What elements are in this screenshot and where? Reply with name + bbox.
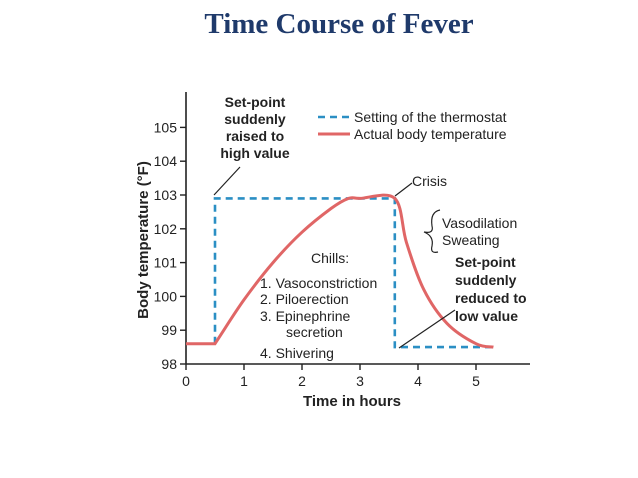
annotation-setpoint-raised: raised to: [226, 128, 284, 144]
annotation-setpoint-raised: suddenly: [224, 111, 286, 127]
series-layer: [186, 193, 494, 349]
y-tick-label: 100: [154, 288, 178, 304]
annotation-vasodilation: Vasodilation: [442, 215, 517, 231]
annotation-chills-item: secretion: [286, 324, 343, 340]
y-tick-label: 103: [154, 187, 178, 203]
y-axis-label: Body temperature (°F): [135, 161, 152, 319]
y-tick-label: 98: [161, 356, 177, 372]
legend-label-body-temperature: Actual body temperature: [354, 126, 507, 142]
annotation-crisis: Crisis: [412, 173, 447, 189]
x-tick-label: 3: [356, 373, 364, 389]
annotation-setpoint-reduced: low value: [455, 308, 518, 324]
annotation-setpoint-reduced: reduced to: [455, 290, 527, 306]
annotation-chills-item: 3. Epinephrine: [260, 308, 351, 324]
y-tick-label: 99: [161, 322, 177, 338]
annotation-chills-item: 1. Vasoconstriction: [260, 275, 377, 291]
pointer-setpoint-raised: [213, 166, 241, 196]
annotation-setpoint-reduced: suddenly: [455, 272, 517, 288]
legend-label-thermostat: Setting of the thermostat: [354, 109, 507, 125]
annotation-chills-item: 2. Piloerection: [260, 291, 349, 307]
annotation-setpoint-raised: Set-point: [225, 94, 286, 110]
y-tick-label: 105: [154, 119, 178, 135]
annotation-setpoint-raised: high value: [220, 145, 289, 161]
annotation-chills-item: 4. Shivering: [260, 345, 334, 361]
x-tick-label: 5: [472, 373, 480, 389]
brace-vasodilation: [423, 209, 441, 253]
page-title: Time Course of Fever: [204, 8, 474, 40]
x-tick-label: 2: [298, 373, 306, 389]
y-tick-label: 104: [154, 153, 178, 169]
axes: 98 99 100 101 102 103 104 105 0 1 2 3 4 5 Time in hour…: [135, 92, 530, 410]
x-tick-label: 4: [414, 373, 422, 389]
annotation-sweating: Sweating: [442, 232, 500, 248]
annotation-setpoint-reduced: Set-point: [455, 254, 516, 270]
y-tick-label: 102: [154, 221, 178, 237]
annotation-chills-title: Chills:: [311, 250, 349, 266]
x-tick-label: 0: [182, 373, 190, 389]
x-tick-label: 1: [240, 373, 248, 389]
pointer-setpoint-reduced: [398, 309, 456, 349]
x-axis-label: Time in hours: [303, 393, 401, 410]
y-tick-label: 101: [154, 255, 178, 271]
series-body-temperature-line: [186, 193, 494, 349]
pointer-crisis: [394, 182, 413, 197]
